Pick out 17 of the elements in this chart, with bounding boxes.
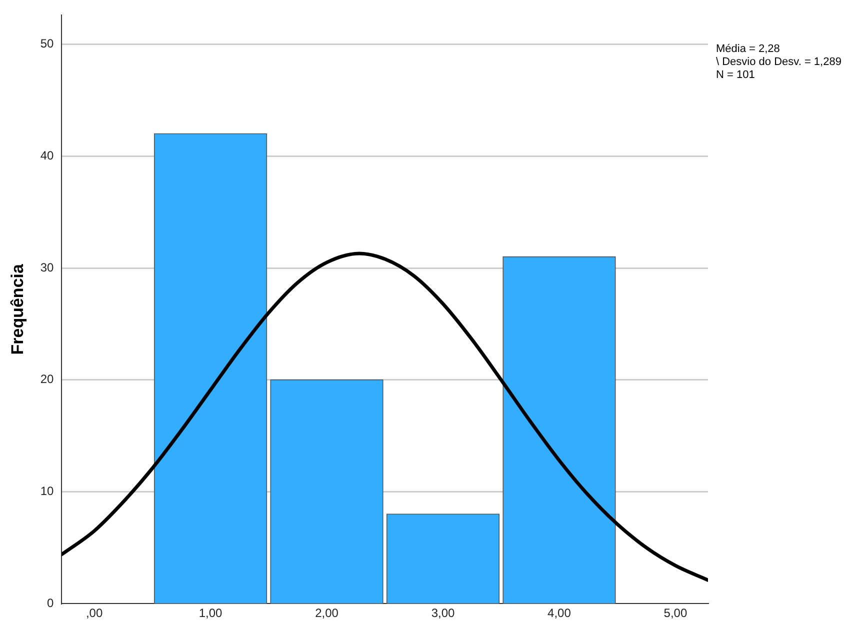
y-tick-label: 10 bbox=[40, 484, 54, 498]
x-tick-label: ,00 bbox=[86, 606, 103, 620]
y-tick-label: 30 bbox=[40, 260, 54, 274]
y-tick-label: 40 bbox=[40, 148, 54, 162]
y-tick-label: 0 bbox=[47, 596, 54, 610]
text: \ Desvio do Desv. = 1,289 bbox=[716, 56, 842, 68]
x-tick-label: 1,00 bbox=[198, 606, 223, 620]
y-tick-label: 50 bbox=[40, 36, 54, 51]
x-tick-label: 3,00 bbox=[431, 606, 455, 620]
text: N = 101 bbox=[716, 69, 755, 82]
x-tick-label: 2,00 bbox=[315, 606, 339, 620]
x-tick-label: 4,00 bbox=[548, 606, 572, 620]
y-axis-title: Frequência bbox=[8, 264, 27, 355]
x-tick-label: 5,00 bbox=[664, 606, 688, 620]
text: Média = 2,28 bbox=[716, 43, 780, 56]
line-series bbox=[62, 252, 708, 582]
y-tick-label: 20 bbox=[40, 372, 54, 386]
